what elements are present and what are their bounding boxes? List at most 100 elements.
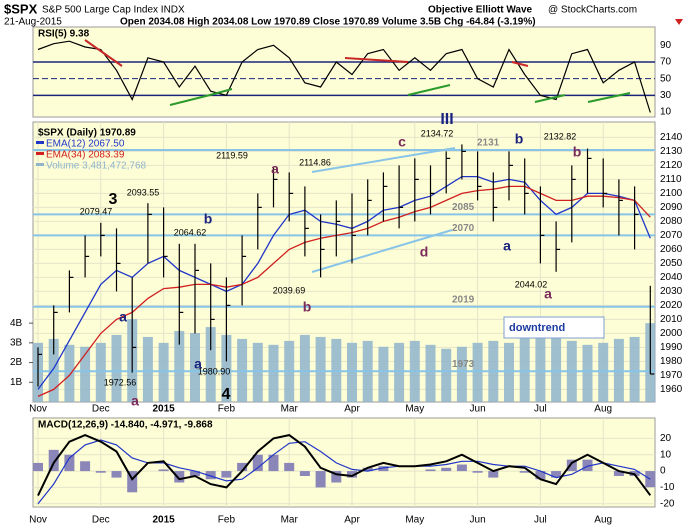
legend-entry: EMA(34) 2083.39 [46, 150, 125, 161]
level-label: 2131 [477, 138, 500, 149]
y-tick-label: 10 [660, 107, 672, 118]
volume-bar [252, 342, 263, 402]
volume-bar [221, 334, 232, 402]
y-tick-label: 1970 [660, 370, 683, 381]
legend-entry: Volume 3,481,472,768 [46, 161, 147, 172]
level-label: 2085 [452, 202, 475, 213]
y-tick-label: 1980 [660, 356, 683, 367]
price-annotation: 2132.82 [544, 131, 577, 141]
x-tick-label: Nov [29, 404, 47, 415]
price-annotation: 1980.90 [198, 366, 231, 376]
histogram-bar [613, 471, 624, 476]
histogram-bar [456, 464, 467, 472]
volume-bar [456, 346, 467, 402]
y2-tick-label: 2B [10, 357, 23, 368]
histogram-bar [190, 471, 200, 476]
price-annotation: 2064.62 [174, 227, 207, 237]
volume-bar [504, 342, 514, 402]
x-tick-label: Jul [534, 515, 547, 526]
stats: Open 2034.08 High 2034.08 Low 1970.89 Cl… [120, 17, 536, 28]
price-annotation: 2093.55 [127, 187, 160, 197]
histogram-bar [48, 449, 59, 472]
histogram-bar [284, 462, 295, 472]
histogram-bar [488, 471, 499, 478]
histogram-bar [441, 467, 452, 472]
histogram-bar [95, 471, 106, 473]
x-tick-label: Jun [470, 404, 486, 415]
wave-label: a [131, 393, 139, 409]
price-annotation: 2044.02 [515, 279, 548, 289]
histogram-bar [33, 462, 43, 472]
volume-bar [268, 344, 279, 402]
note-box [503, 316, 605, 339]
rsi-panel [32, 26, 656, 118]
x-tick-label: 2015 [152, 404, 175, 415]
histogram-bar [315, 471, 326, 488]
volume-bar [472, 342, 483, 402]
wave-label: b [204, 211, 213, 227]
y-tick-label: 2010 [660, 314, 683, 325]
volume-bar [551, 332, 562, 402]
volume-bar [315, 336, 326, 402]
wave-label: d [420, 244, 429, 260]
rsi-line [37, 40, 651, 113]
y-tick-label: 2080 [660, 216, 683, 227]
level-label: 2070 [452, 223, 475, 234]
legend-swatch [36, 141, 44, 144]
ema-line [37, 175, 651, 390]
volume-bar [378, 346, 389, 402]
wave-label: a [271, 161, 279, 177]
price-annotation: 2079.47 [80, 206, 113, 216]
y-tick-label: 2090 [660, 202, 683, 213]
wave-label: b [515, 131, 524, 147]
volume-bar [174, 331, 185, 402]
y-tick-label: 20 [660, 433, 672, 444]
volume-bar [582, 344, 593, 402]
histogram-bar [205, 471, 216, 480]
wave-label: c [398, 134, 406, 150]
histogram-bar [237, 462, 248, 472]
histogram-bar [111, 471, 122, 478]
histogram-bar [425, 469, 436, 472]
trend-line [311, 147, 456, 273]
wave-label: 4 [222, 386, 231, 403]
divergence-line [169, 84, 631, 106]
date: 21-Aug-2015 [4, 17, 62, 28]
histogram-bar [519, 471, 530, 473]
source: Objective Elliott Wave [428, 5, 533, 16]
signal-line [37, 439, 651, 505]
wave-label: a [544, 286, 552, 302]
y-tick-label: 1990 [660, 342, 683, 353]
wave-label: b [573, 144, 582, 160]
histogram-bar [174, 471, 185, 483]
macd-panel [32, 417, 656, 508]
volume-bar [95, 342, 106, 402]
x-tick-label: Aug [594, 515, 612, 526]
y-tick-label: 70 [660, 57, 672, 68]
volume-bar [598, 342, 609, 402]
volume-bar [205, 327, 216, 402]
volume-bar [441, 348, 452, 402]
y2-tick-label: 4B [10, 318, 23, 329]
legend-swatch [36, 163, 44, 166]
histogram-bar [158, 469, 169, 472]
y-tick-label: -20 [660, 498, 675, 509]
volume-bar [142, 336, 153, 402]
histogram-bar [535, 471, 546, 480]
level-label: 2019 [452, 294, 475, 305]
histogram-bar [299, 471, 310, 476]
y-tick-label: 0 [660, 466, 666, 477]
x-tick-label: Mar [281, 404, 299, 415]
y-tick-label: 2140 [660, 132, 683, 143]
index-name: S&P 500 Large Cap Index INDX [42, 5, 185, 16]
macd-line [37, 434, 652, 497]
y2-tick-label: 1B [10, 377, 23, 388]
histogram-bar [331, 471, 342, 483]
price-annotation: 1972.56 [104, 377, 137, 387]
wave-label: 3 [109, 191, 118, 208]
volume-bar [299, 334, 310, 402]
price-annotation: 2114.86 [299, 157, 331, 167]
x-tick-label: Dec [92, 515, 110, 526]
